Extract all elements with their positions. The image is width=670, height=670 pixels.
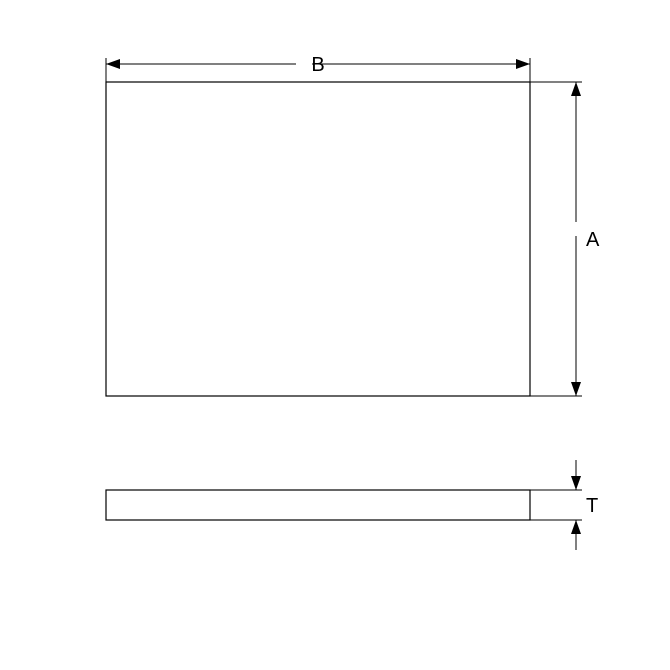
dimension-t [571, 460, 581, 550]
dimension-a-label: A [586, 229, 600, 251]
dimension-t-label: T [586, 495, 598, 517]
dimension-diagram: B A T [0, 0, 670, 670]
dimension-b-label: B [311, 54, 324, 76]
plan-view-rect [106, 82, 530, 396]
side-view-bar [106, 490, 530, 520]
dimension-a [571, 82, 581, 396]
